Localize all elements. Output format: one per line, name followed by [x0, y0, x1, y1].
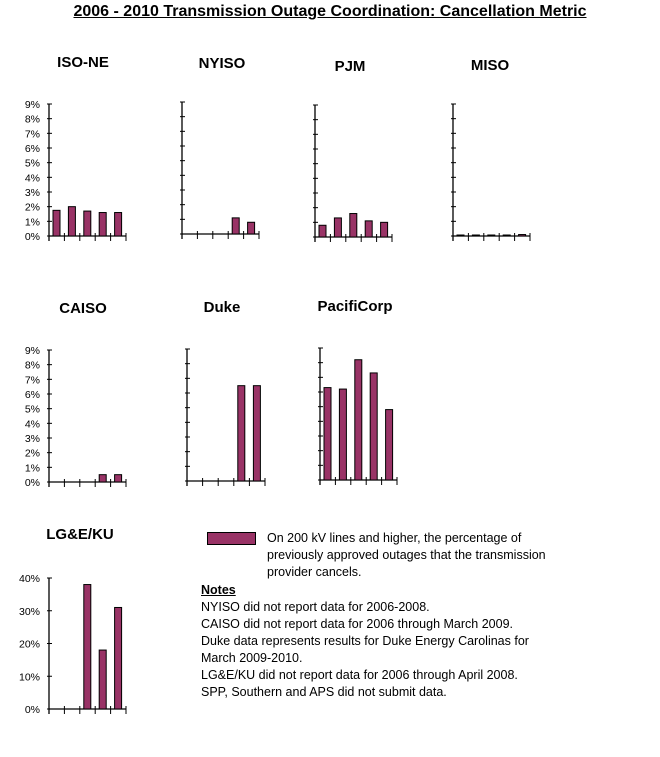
y-tick-label: 4% — [25, 172, 40, 184]
figure-title: 2006 - 2010 Transmission Outage Coordina… — [73, 3, 587, 20]
chart-title: CAISO — [59, 300, 107, 317]
bar — [349, 213, 358, 238]
note-item: LG&E/KU did not report data for 2006 thr… — [201, 668, 518, 682]
bar — [380, 221, 389, 238]
bar — [98, 212, 107, 237]
y-tick-label: 0% — [25, 477, 40, 489]
y-tick-label: 6% — [25, 143, 40, 155]
bar — [385, 409, 394, 481]
chart-title: NYISO — [199, 55, 246, 72]
chart-duke: Duke — [185, 299, 266, 486]
y-tick-label: 30% — [19, 606, 40, 618]
y-tick-label: 0% — [25, 231, 40, 243]
bar — [83, 210, 92, 237]
legend-label: On 200 kV lines and higher, the percenta… — [267, 531, 546, 579]
bar — [52, 209, 61, 237]
chart-nyiso: NYISO — [180, 55, 260, 239]
chart-miso: MISO — [451, 57, 531, 241]
y-tick-label: 0% — [25, 704, 40, 716]
chart-pjm: PJM — [313, 58, 393, 242]
y-tick-label: 5% — [25, 404, 40, 416]
bar — [318, 224, 327, 238]
y-tick-label: 2% — [25, 448, 40, 460]
chart-title: PJM — [335, 58, 366, 75]
bar — [333, 217, 342, 238]
bar — [114, 606, 123, 710]
y-tick-label: 8% — [25, 360, 40, 372]
chart-title: ISO-NE — [57, 54, 109, 71]
bar — [98, 474, 107, 483]
bar — [247, 221, 256, 235]
chart-title: Duke — [204, 299, 241, 316]
y-tick-label: 7% — [25, 374, 40, 386]
chart-iso-ne: ISO-NE 0% 1% 2% 3% 4% 5% 6% 7% 8% 9% — [25, 54, 127, 243]
bar — [364, 220, 373, 238]
notes-heading: Notes — [201, 583, 236, 597]
bar — [456, 234, 465, 237]
bar — [231, 217, 240, 235]
y-tick-label: 6% — [25, 389, 40, 401]
y-tick-label: 1% — [25, 216, 40, 228]
note-item: Duke data represents results for Duke En… — [201, 634, 529, 665]
y-tick-label: 40% — [19, 573, 40, 585]
y-tick-label: 7% — [25, 128, 40, 140]
bar — [323, 387, 332, 481]
legend-swatch — [207, 532, 256, 545]
y-tick-label: 4% — [25, 418, 40, 430]
note-item: CAISO did not report data for 2006 throu… — [201, 617, 513, 631]
bar — [369, 372, 378, 481]
bar — [114, 212, 123, 237]
y-tick-label: 2% — [25, 202, 40, 214]
bar — [252, 385, 261, 482]
y-tick-label: 1% — [25, 462, 40, 474]
y-tick-label: 8% — [25, 114, 40, 126]
chart-title: PacifiCorp — [317, 298, 392, 315]
bar — [502, 234, 511, 237]
note-item: SPP, Southern and APS did not submit dat… — [201, 685, 447, 699]
chart-caiso: CAISO 0% 1% 2% 3% 4% 5% 6% 7% 8% 9% — [25, 300, 127, 489]
chart-title: MISO — [471, 57, 510, 74]
y-tick-label: 9% — [25, 99, 40, 111]
bar — [83, 584, 92, 710]
chart-title: LG&E/KU — [46, 526, 114, 543]
bar — [67, 206, 76, 237]
y-tick-label: 3% — [25, 433, 40, 445]
bar — [338, 388, 347, 481]
bar — [98, 649, 107, 710]
y-tick-label: 20% — [19, 639, 40, 651]
bar — [518, 234, 527, 237]
y-tick-label: 9% — [25, 345, 40, 357]
y-tick-label: 10% — [19, 671, 40, 683]
bar — [471, 234, 480, 237]
bar — [487, 234, 496, 237]
bar — [237, 385, 246, 482]
bar — [354, 359, 363, 481]
note-item: NYISO did not report data for 2006-2008. — [201, 600, 430, 614]
notes: Notes NYISO did not report data for 2006… — [201, 582, 561, 701]
chart-lg-e-ku: LG&E/KU 0% 10% 20% 30% 40% — [19, 526, 127, 716]
bar — [114, 474, 123, 483]
y-tick-label: 5% — [25, 158, 40, 170]
chart-pacificorp: PacifiCorp — [317, 298, 398, 485]
y-tick-label: 3% — [25, 187, 40, 199]
